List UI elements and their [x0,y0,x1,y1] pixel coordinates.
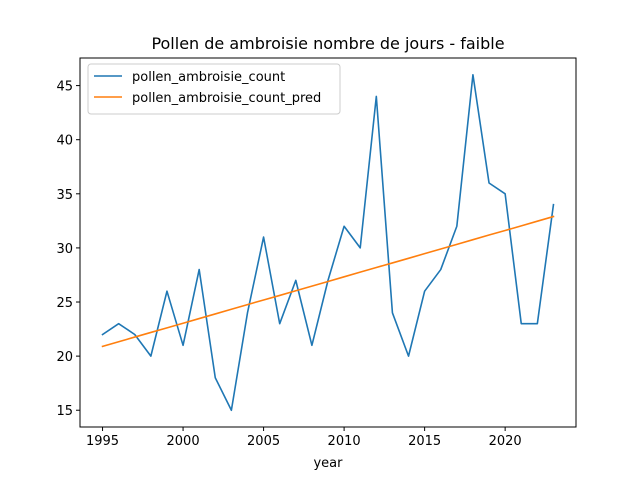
y-tick-label: 20 [56,350,73,365]
chart-title: Pollen de ambroisie nombre de jours - fa… [151,34,504,53]
series-line-0 [101,73,555,412]
legend-label: pollen_ambroisie_count_pred [132,91,321,106]
legend-label: pollen_ambroisie_count [132,70,285,85]
x-tick-label: 2005 [247,434,280,449]
y-axis: 15 20 25 30 35 40 45 [56,80,80,419]
x-tick-label: 2000 [167,434,200,449]
x-tick-label: 2010 [328,434,361,449]
y-tick-label: 30 [56,242,73,257]
y-tick-label: 45 [56,80,73,95]
x-axis: 1995 2000 2005 2010 2015 2020 [86,427,522,449]
y-tick-label: 25 [56,296,73,311]
x-tick-label: 1995 [86,434,119,449]
plot-frame [79,57,577,428]
x-axis-title: year [313,456,343,471]
y-tick-label: 35 [56,188,73,203]
legend: pollen_ambroisie_count pollen_ambroisie_c… [87,63,341,115]
x-tick-label: 2020 [489,434,522,449]
x-tick-label: 2015 [408,434,441,449]
legend-box [87,63,341,115]
series-layer [101,73,555,412]
y-tick-label: 40 [56,134,73,149]
series-line-1 [101,215,555,348]
y-tick-label: 15 [56,404,73,419]
